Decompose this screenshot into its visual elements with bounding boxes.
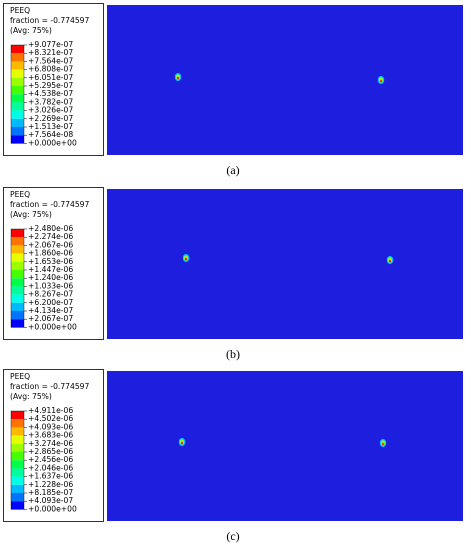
legend-level: +1.637e-06 [28,472,73,481]
legend-level: +1.240e-06 [28,273,73,282]
legend-level: +7.564e-08 [28,130,73,139]
legend-level: +6.200e-07 [28,298,73,307]
hotspot [379,79,383,83]
legend-level: +1.033e-06 [28,281,73,290]
contour-plot [107,371,463,521]
legend-level: +5.295e-07 [28,81,73,90]
legend-level: +2.865e-06 [28,447,73,456]
legend-level: +1.653e-06 [28,257,73,266]
legend-variable: PEEQ [10,190,30,199]
legend-band [11,110,24,119]
legend-level: +4.093e-06 [28,422,73,431]
legend-level: +1.860e-06 [28,249,73,258]
legend-average: (Avg: 75%) [10,392,52,401]
legend-level: +1.228e-06 [28,480,73,489]
legend-level: +2.274e-06 [28,232,73,241]
legend-level: +1.447e-06 [28,265,73,274]
legend-level: +9.077e-07 [28,40,73,49]
legend-level: +8.185e-07 [28,488,73,497]
legend-level: +7.564e-07 [28,56,73,65]
legend-level: +2.067e-07 [28,314,73,323]
legend-average: (Avg: 75%) [10,210,52,219]
legend-band [11,86,24,95]
legend-level: +2.269e-07 [28,114,73,123]
legend-band [11,261,24,270]
legend-level: +3.274e-06 [28,439,73,448]
legend-band [11,135,24,144]
legend-band [11,484,24,493]
legend-band [11,411,24,420]
caption: (c) [226,529,239,543]
legend-band [11,229,24,238]
hotspot [180,441,184,445]
legend-band [11,45,24,54]
legend-average: (Avg: 75%) [10,26,52,35]
legend-fraction: fraction = -0.774597 [10,382,90,391]
legend-band [11,419,24,428]
legend-level: +3.782e-07 [28,97,73,106]
legend-band [11,69,24,78]
legend-band [11,278,24,287]
legend-band [11,102,24,111]
legend-band [11,493,24,502]
hotspot [381,442,385,446]
legend-band [11,118,24,127]
legend-band [11,452,24,461]
caption: (a) [226,163,239,177]
legend-level: +2.067e-06 [28,240,73,249]
legend-level: +0.000e+00 [28,504,77,513]
legend-level: +4.538e-07 [28,89,73,98]
hotspot [388,259,392,263]
legend-fraction: fraction = -0.774597 [10,16,90,25]
legend-band [11,476,24,485]
legend-level: +2.456e-06 [28,455,73,464]
legend-band [11,302,24,311]
legend-level: +3.683e-06 [28,431,73,440]
legend-level: +6.808e-07 [28,65,73,74]
legend-level: +8.267e-07 [28,290,73,299]
legend-level: +4.502e-06 [28,414,73,423]
legend-band [11,77,24,86]
legend-level: +6.051e-07 [28,73,73,82]
legend-band [11,501,24,510]
legend-level: +2.480e-06 [28,224,73,233]
legend-band [11,460,24,469]
legend-band [11,61,24,70]
contour-plot [107,189,463,339]
legend-variable: PEEQ [10,372,30,381]
legend-band [11,435,24,444]
legend-level: +0.000e+00 [28,322,77,331]
legend-band [11,270,24,279]
legend-band [11,468,24,477]
contour-plot [107,5,463,155]
legend-band [11,311,24,320]
legend-level: +4.134e-07 [28,306,73,315]
legend-band [11,443,24,452]
legend-band [11,319,24,328]
legend-band [11,253,24,262]
legend-level: +4.093e-07 [28,496,73,505]
legend-band [11,245,24,254]
legend-band [11,427,24,436]
hotspot [184,257,188,261]
legend-band [11,53,24,62]
legend-band [11,237,24,246]
caption: (b) [226,347,240,361]
legend-variable: PEEQ [10,6,30,15]
legend-level: +0.000e+00 [28,138,77,147]
legend-level: +3.026e-07 [28,106,73,115]
legend-level: +4.911e-06 [28,406,73,415]
legend-band [11,127,24,136]
legend-band [11,94,24,103]
legend-level: +2.046e-06 [28,463,73,472]
hotspot [176,76,180,80]
legend-level: +1.513e-07 [28,122,73,131]
legend-band [11,286,24,295]
legend-level: +8.321e-07 [28,48,73,57]
legend-band [11,294,24,303]
legend-fraction: fraction = -0.774597 [10,200,90,209]
